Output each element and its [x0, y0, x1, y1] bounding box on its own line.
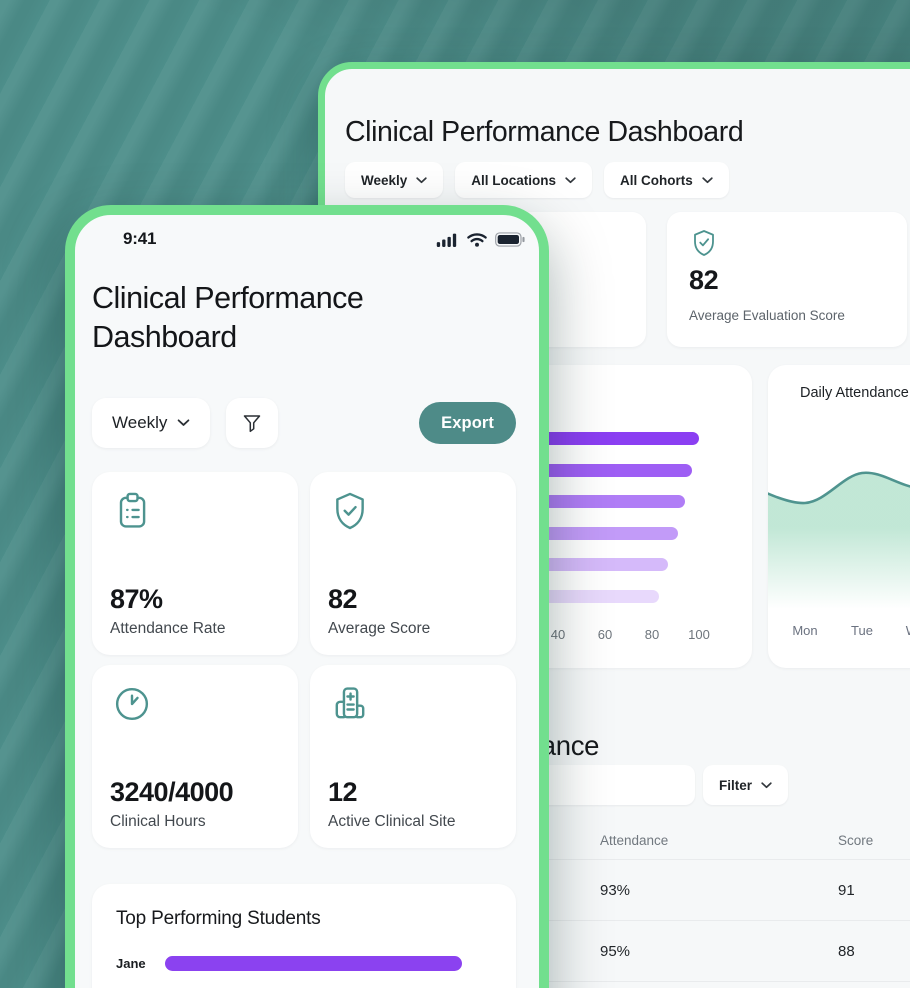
- phone-stat-grid: 87% Attendance Rate 82 Average Score: [92, 472, 516, 848]
- clock-icon: [110, 682, 154, 731]
- stat-card-attendance-rate: 87% Attendance Rate: [92, 472, 298, 655]
- stat-value: 82: [689, 265, 719, 295]
- stat-value: 3240/4000: [110, 777, 234, 807]
- funnel-filter-icon: [244, 415, 261, 433]
- top-performing-students-card: Top Performing Students Jane: [92, 884, 516, 988]
- desktop-filter-bar: Weekly All Locations All Cohorts: [345, 162, 729, 198]
- cell-attendance: 95%: [600, 942, 631, 960]
- phone-mockup: 9:41: [65, 205, 549, 988]
- top-students-heading: Top Performing Students: [116, 908, 321, 929]
- stat-card-average-evaluation: 82 Average Evaluation Score: [667, 212, 907, 347]
- table-row[interactable]: 95% 88: [345, 920, 910, 981]
- title-line-1: Clinical Performance: [92, 281, 364, 315]
- attendance-area-svg: [768, 471, 910, 633]
- filter-button[interactable]: [226, 398, 279, 448]
- cellular-signal-icon: [436, 233, 457, 247]
- axis-tick-label: Tue: [851, 623, 873, 638]
- battery-icon: [495, 231, 525, 247]
- phone-page-title: Clinical Performance Dashboard: [92, 279, 364, 357]
- stat-label: Clinical Hours: [110, 813, 206, 830]
- stat-card-clinical-hours: 3240/4000 Clinical Hours: [92, 665, 298, 848]
- stat-value: 12: [328, 777, 358, 807]
- student-score-bar: [165, 956, 462, 971]
- chevron-down-icon: [761, 781, 772, 788]
- table-header-attendance: Attendance: [600, 832, 669, 848]
- axis-tick-label: 80: [644, 627, 660, 642]
- axis-tick-label: 100: [688, 627, 710, 642]
- cohorts-dropdown[interactable]: All Cohorts: [604, 162, 729, 198]
- student-row: Jane: [116, 956, 492, 971]
- period-dropdown[interactable]: Weekly: [345, 162, 444, 198]
- chevron-down-icon: [702, 176, 713, 183]
- student-name: Jane: [116, 956, 146, 971]
- axis-tick-label: Mon: [792, 623, 818, 638]
- table-row-partial: [345, 981, 910, 988]
- clipboard-list-icon: [110, 489, 154, 538]
- hospital-building-icon: [328, 682, 372, 731]
- axis-tick-label: 60: [597, 627, 613, 642]
- axis-tick-label: Wed: [906, 623, 910, 638]
- phone-controls-bar: Weekly Export: [92, 398, 516, 448]
- cell-attendance: 93%: [600, 881, 631, 899]
- table-filter-dropdown[interactable]: Filter: [703, 765, 789, 805]
- title-line-2: Dashboard: [92, 320, 237, 354]
- students-table: Attendance Score 93% 91 95% 88: [345, 821, 910, 988]
- chevron-down-icon: [416, 176, 427, 183]
- attendance-area-fill: [768, 472, 910, 633]
- stat-label: Active Clinical Site: [328, 813, 456, 830]
- stat-label: Average Evaluation Score: [689, 308, 845, 323]
- stat-card-average-score: 82 Average Score: [310, 472, 516, 655]
- export-button[interactable]: Export: [419, 402, 516, 444]
- cell-score: 91: [838, 881, 855, 899]
- phone-status-bar: 9:41: [123, 227, 525, 251]
- stat-label: Average Score: [328, 620, 431, 637]
- table-filter-label: Filter: [719, 777, 753, 793]
- status-icons: [436, 231, 525, 247]
- chevron-down-icon: [178, 419, 190, 426]
- cell-score: 88: [838, 942, 855, 960]
- axis-tick-label: 40: [550, 627, 566, 642]
- shield-check-icon: [689, 227, 719, 264]
- stat-card-active-sites: 12 Active Clinical Site: [310, 665, 516, 848]
- status-time: 9:41: [123, 229, 157, 248]
- table-header-row: Attendance Score: [345, 821, 910, 859]
- locations-dropdown[interactable]: All Locations: [455, 162, 593, 198]
- stat-value: 87%: [110, 584, 163, 614]
- table-row[interactable]: 93% 91: [345, 859, 910, 920]
- chart-title: Daily Attendance Trend: [800, 385, 910, 401]
- period-dropdown-label: Weekly: [361, 172, 408, 188]
- daily-attendance-chart: Daily Attendance Trend MonTueWedThuFri: [768, 365, 910, 668]
- period-dropdown-label: Weekly: [112, 413, 168, 432]
- shield-check-icon: [328, 489, 372, 538]
- chevron-down-icon: [565, 176, 576, 183]
- wifi-icon: [467, 232, 487, 247]
- table-header-score: Score: [838, 832, 874, 848]
- desktop-page-title: Clinical Performance Dashboard: [345, 116, 744, 149]
- stat-value: 82: [328, 584, 358, 614]
- locations-dropdown-label: All Locations: [471, 172, 557, 188]
- stat-label: Attendance Rate: [110, 620, 226, 637]
- cohorts-dropdown-label: All Cohorts: [620, 172, 693, 188]
- period-dropdown[interactable]: Weekly: [92, 398, 211, 448]
- attendance-line-stroke: [768, 471, 910, 505]
